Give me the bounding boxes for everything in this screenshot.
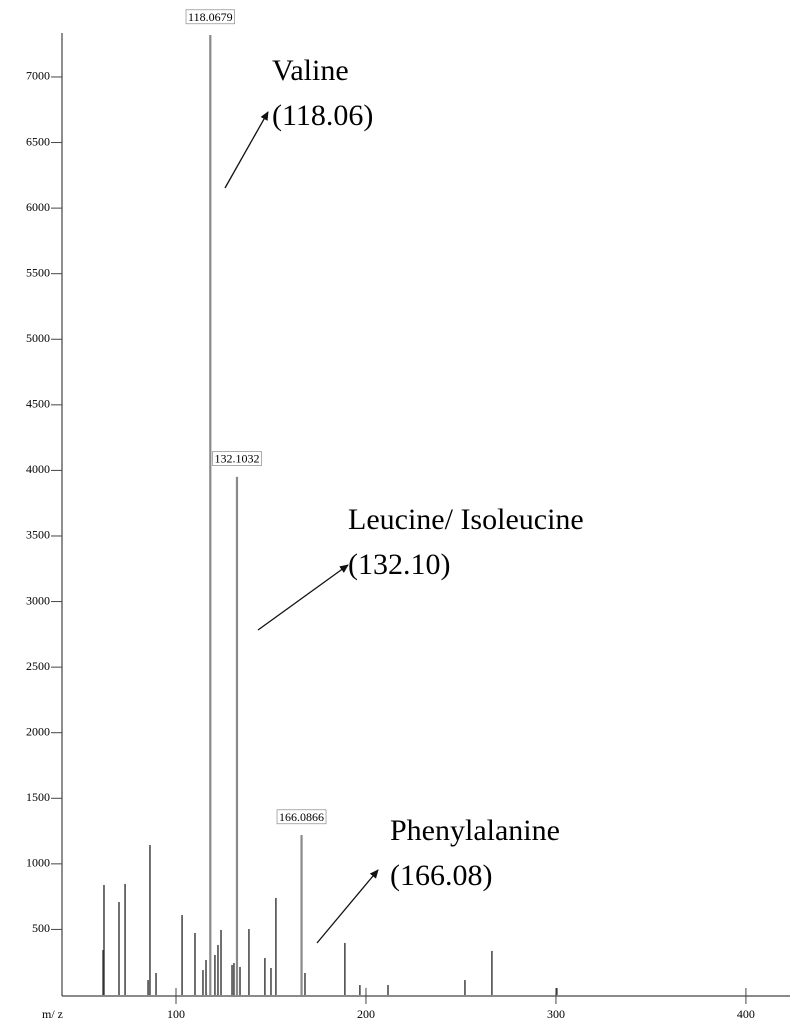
y-tick-label: 1500 (26, 790, 50, 804)
y-tick-label: 5000 (26, 331, 50, 345)
annotation-arrow (257, 564, 349, 631)
annotation: Leucine/ Isoleucine (348, 503, 584, 536)
annotation-arrow (224, 111, 269, 189)
x-tick-label: 200 (357, 1007, 375, 1021)
y-tick-label: 5500 (26, 265, 50, 279)
y-tick-label: 4000 (26, 462, 50, 476)
y-tick-label: 1000 (26, 856, 50, 870)
y-tick-label: 2000 (26, 724, 50, 738)
x-axis-label: m/ z (42, 1007, 63, 1021)
y-tick-label: 4500 (26, 397, 50, 411)
y-tick-label: 6000 (26, 200, 50, 214)
peak-label-box (276, 809, 327, 825)
annotation: Valine (272, 54, 349, 87)
peak-label-box (185, 9, 235, 25)
annotation-arrow (316, 869, 379, 944)
peak-label: 132.1032 (214, 452, 259, 466)
y-tick-label: 500 (32, 921, 50, 935)
y-tick-label: 3500 (26, 528, 50, 542)
peak-label: 118.0679 (188, 10, 233, 24)
annotation: (132.10) (348, 548, 450, 581)
x-tick-label: 100 (167, 1007, 185, 1021)
annotation: (166.08) (390, 859, 492, 892)
annotation: Phenylalanine (390, 814, 560, 847)
annotation: (118.06) (272, 99, 373, 132)
x-tick-label: 300 (547, 1007, 565, 1021)
y-tick-label: 6500 (26, 134, 50, 148)
y-tick-label: 3000 (26, 593, 50, 607)
y-tick-label: 2500 (26, 659, 50, 673)
y-tick-label: 7000 (26, 69, 50, 83)
peak-label-box (212, 451, 262, 466)
peak-label: 166.0866 (279, 810, 324, 824)
x-tick-label: 400 (737, 1007, 755, 1021)
